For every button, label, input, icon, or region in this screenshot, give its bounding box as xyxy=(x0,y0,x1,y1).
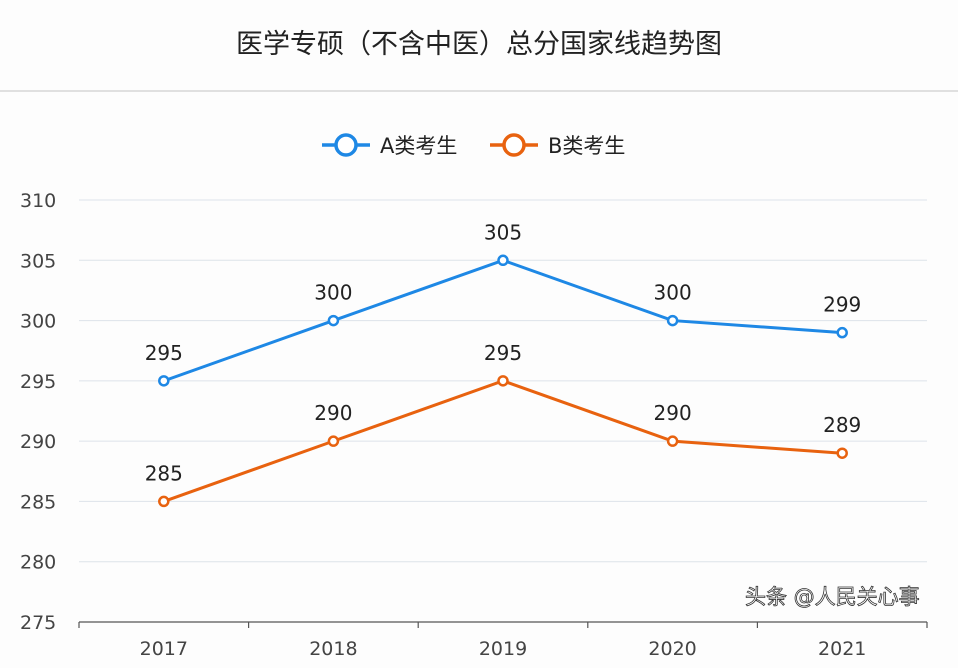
legend: A类考生 B类考生 xyxy=(322,133,625,158)
x-tick-label: 2020 xyxy=(648,638,696,660)
data-label: 299 xyxy=(823,293,861,317)
x-tick-label: 2019 xyxy=(479,638,527,660)
data-point xyxy=(666,435,679,447)
x-tick-label: 2017 xyxy=(140,638,188,660)
data-point xyxy=(158,495,170,508)
data-point xyxy=(497,375,509,387)
legend-label[interactable]: B类考生 xyxy=(548,134,625,158)
data-label: 295 xyxy=(484,341,522,365)
data-label: 300 xyxy=(654,281,692,305)
data-point xyxy=(158,375,170,387)
data-point xyxy=(327,435,340,447)
y-tick-label: 310 xyxy=(20,190,56,212)
y-tick-label: 300 xyxy=(20,311,56,333)
data-point xyxy=(836,447,848,459)
data-point xyxy=(497,254,509,267)
data-label: 290 xyxy=(654,401,692,425)
data-label: 289 xyxy=(823,413,861,437)
y-tick-label: 280 xyxy=(20,552,56,574)
data-point xyxy=(666,314,679,327)
data-point xyxy=(327,314,340,327)
x-tick-label: 2021 xyxy=(818,638,866,660)
legend-marker-icon xyxy=(334,133,358,157)
data-label: 285 xyxy=(145,461,183,485)
y-tick-label: 275 xyxy=(20,612,56,634)
data-label: 295 xyxy=(145,341,183,365)
legend-label[interactable]: A类考生 xyxy=(380,134,457,158)
chart-title: 医学专硕（不含中医）总分国家线趋势图 xyxy=(236,29,722,60)
watermark: 头条 @人民关心事 xyxy=(745,585,920,609)
legend-marker-icon xyxy=(502,133,526,157)
y-tick-label: 305 xyxy=(20,250,56,272)
data-label: 300 xyxy=(314,281,352,305)
axes: 275 280 285 290 295 300 305 310 2017 2018 2019 2020… xyxy=(20,190,928,660)
y-tick-label: 290 xyxy=(20,431,56,453)
x-tick-label: 2018 xyxy=(309,638,357,660)
data-label: 305 xyxy=(484,220,522,244)
data-point xyxy=(836,326,848,339)
y-tick-label: 295 xyxy=(20,371,56,393)
series: 295 300 305 300 299 285 290 295 290 289 xyxy=(145,220,861,508)
data-label: 290 xyxy=(314,401,352,425)
y-tick-label: 285 xyxy=(20,491,56,513)
